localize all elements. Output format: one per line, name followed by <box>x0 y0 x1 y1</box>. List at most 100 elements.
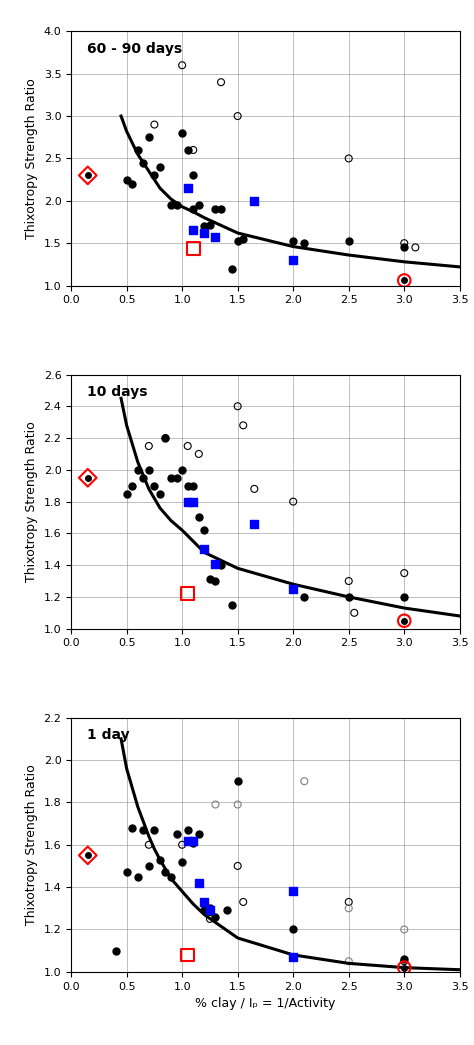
Point <box>290 581 297 598</box>
Point <box>190 478 197 494</box>
Point <box>190 832 197 849</box>
Point <box>345 953 353 970</box>
Point <box>151 116 158 133</box>
Point <box>184 585 191 602</box>
Point <box>223 902 230 919</box>
Point <box>145 129 153 145</box>
Point <box>178 836 186 853</box>
Point <box>345 233 353 250</box>
Point <box>411 239 419 256</box>
Point <box>190 240 197 257</box>
Point <box>84 469 91 486</box>
Point <box>206 900 214 916</box>
Point <box>173 196 181 213</box>
Point <box>228 260 236 277</box>
Point <box>195 875 202 891</box>
Y-axis label: Thixotropy Strength Ratio: Thixotropy Strength Ratio <box>25 78 38 239</box>
Point <box>195 445 202 462</box>
Point <box>290 233 297 250</box>
Point <box>401 272 408 288</box>
Point <box>290 252 297 269</box>
Point <box>401 612 408 629</box>
Point <box>217 74 225 91</box>
Point <box>112 943 119 959</box>
Point <box>167 196 175 213</box>
Point <box>201 902 208 919</box>
Point <box>156 159 164 176</box>
Text: 10 days: 10 days <box>87 385 147 399</box>
Point <box>184 180 191 196</box>
Point <box>251 515 258 532</box>
Point <box>301 588 308 605</box>
Point <box>401 953 408 970</box>
Point <box>139 469 147 486</box>
Point <box>201 521 208 538</box>
Point <box>156 852 164 868</box>
Point <box>401 588 408 605</box>
Point <box>401 235 408 252</box>
Point <box>128 478 136 494</box>
Point <box>162 864 169 881</box>
Point <box>151 167 158 184</box>
Point <box>212 201 219 217</box>
Point <box>184 142 191 159</box>
Point <box>212 908 219 925</box>
Point <box>84 469 91 486</box>
Point <box>239 231 247 248</box>
Point <box>217 201 225 217</box>
Point <box>178 462 186 479</box>
Point <box>228 597 236 613</box>
Point <box>201 217 208 234</box>
Point <box>162 429 169 446</box>
Point <box>145 836 153 853</box>
Point <box>195 826 202 842</box>
Point <box>190 142 197 159</box>
Point <box>151 821 158 838</box>
Point <box>234 233 241 250</box>
Point <box>234 796 241 813</box>
Point <box>301 773 308 790</box>
Point <box>234 108 241 124</box>
Point <box>234 858 241 875</box>
Point <box>178 854 186 870</box>
Point <box>290 949 297 966</box>
Point <box>156 485 164 502</box>
Point <box>206 571 214 587</box>
Point <box>401 951 408 968</box>
Point <box>84 167 91 184</box>
Point <box>212 796 219 813</box>
Point <box>128 819 136 836</box>
Point <box>401 272 408 288</box>
Y-axis label: Thixotropy Strength Ratio: Thixotropy Strength Ratio <box>25 421 38 582</box>
Point <box>234 773 241 790</box>
Point <box>345 573 353 589</box>
Point <box>184 478 191 494</box>
Point <box>345 150 353 167</box>
Point <box>290 883 297 900</box>
Point <box>251 192 258 209</box>
Point <box>167 868 175 885</box>
Point <box>184 493 191 510</box>
Point <box>290 493 297 510</box>
Point <box>234 398 241 415</box>
Point <box>128 176 136 192</box>
Point <box>84 167 91 184</box>
Point <box>195 509 202 526</box>
Point <box>401 239 408 256</box>
Text: 60 - 90 days: 60 - 90 days <box>87 42 182 55</box>
Point <box>134 462 142 479</box>
Point <box>401 564 408 581</box>
Point <box>184 832 191 849</box>
Point <box>190 223 197 239</box>
Point <box>84 847 91 864</box>
Point <box>190 834 197 851</box>
Point <box>212 555 219 572</box>
Point <box>195 196 202 213</box>
Point <box>212 573 219 589</box>
Point <box>145 462 153 479</box>
Point <box>173 469 181 486</box>
Y-axis label: Thixotropy Strength Ratio: Thixotropy Strength Ratio <box>25 764 38 925</box>
Point <box>251 481 258 497</box>
Point <box>201 893 208 910</box>
Point <box>206 216 214 233</box>
